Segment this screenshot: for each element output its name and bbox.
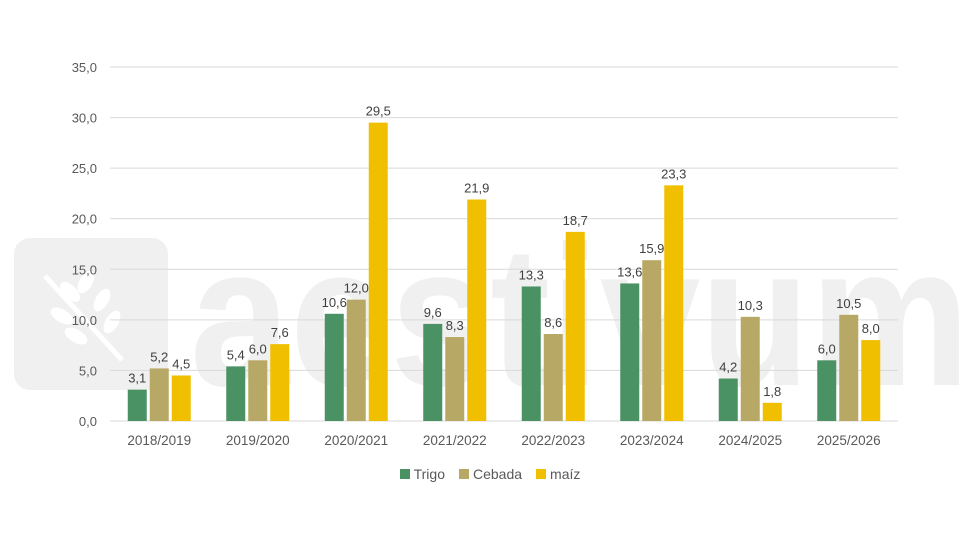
data-label: 7,6 <box>271 325 289 340</box>
y-tick-label: 15,0 <box>72 262 97 277</box>
bar-cebada <box>248 360 268 421</box>
bar-maíz <box>368 122 388 421</box>
y-tick-label: 30,0 <box>72 111 97 126</box>
legend-swatch-trigo <box>399 469 410 479</box>
y-tick-label: 10,0 <box>72 313 97 328</box>
data-label: 8,0 <box>862 321 880 336</box>
data-label: 29,5 <box>366 104 391 119</box>
bar-cebada <box>346 299 366 421</box>
legend-label: Trigo <box>413 466 445 482</box>
x-category-label: 2022/2023 <box>521 433 585 448</box>
x-category-label: 2021/2022 <box>423 433 487 448</box>
data-label: 5,4 <box>227 347 245 362</box>
x-category-label: 2024/2025 <box>718 433 782 448</box>
legend-item-trigo: Trigo <box>399 466 445 482</box>
data-label: 8,3 <box>446 318 464 333</box>
bar-cebada <box>740 316 760 421</box>
bar-cebada <box>149 368 169 421</box>
data-label: 15,9 <box>639 241 664 256</box>
bar-trigo <box>620 283 640 421</box>
legend-label: maíz <box>550 466 581 482</box>
data-label: 6,0 <box>818 341 836 356</box>
x-category-label: 2019/2020 <box>226 433 290 448</box>
y-tick-label: 5,0 <box>79 363 97 378</box>
data-label: 21,9 <box>464 180 489 195</box>
x-category-label: 2018/2019 <box>127 433 191 448</box>
x-category-label: 2025/2026 <box>817 433 881 448</box>
bar-cebada <box>839 314 859 421</box>
data-label: 4,2 <box>719 360 737 375</box>
data-label: 13,6 <box>617 264 642 279</box>
bar-trigo <box>718 378 738 421</box>
legend-label: Cebada <box>473 466 523 482</box>
data-label: 23,3 <box>661 166 686 181</box>
bar-maíz <box>664 185 684 421</box>
bar-maíz <box>467 199 487 421</box>
legend-swatch-cebada <box>459 469 469 479</box>
bar-trigo <box>423 323 443 421</box>
data-label: 10,5 <box>836 296 861 311</box>
data-label: 18,7 <box>563 213 588 228</box>
bar-trigo <box>226 366 246 421</box>
bar-cebada <box>642 260 662 421</box>
data-label: 10,3 <box>738 298 763 313</box>
x-category-label: 2023/2024 <box>620 433 684 448</box>
data-label: 5,2 <box>150 349 168 364</box>
data-label: 10,6 <box>322 295 347 310</box>
data-label: 8,6 <box>544 315 562 330</box>
bar-maíz <box>762 402 782 421</box>
bar-trigo <box>324 313 344 421</box>
y-tick-label: 35,0 <box>72 60 97 75</box>
legend-swatch-maiz <box>536 469 547 479</box>
bar-maíz <box>270 344 290 421</box>
data-label: 1,8 <box>763 384 781 399</box>
bar-trigo <box>817 360 837 421</box>
bar-trigo <box>127 389 147 421</box>
legend-item-cebada: Cebada <box>459 466 522 482</box>
bar-trigo <box>521 286 541 421</box>
chart-legend: Trigo Cebada maíz <box>0 466 980 482</box>
bar-maíz <box>171 375 191 421</box>
data-label: 6,0 <box>249 341 267 356</box>
data-label: 3,1 <box>128 371 146 386</box>
bar-cebada <box>445 337 465 421</box>
data-label: 12,0 <box>344 281 369 296</box>
y-tick-label: 25,0 <box>72 161 97 176</box>
y-tick-label: 0,0 <box>79 414 97 429</box>
bar-maíz <box>861 340 881 421</box>
bar-cebada <box>543 334 563 421</box>
x-category-label: 2020/2021 <box>324 433 388 448</box>
data-label: 13,3 <box>519 267 544 282</box>
data-label: 9,6 <box>424 305 442 320</box>
data-label: 4,5 <box>172 356 190 371</box>
bar-maíz <box>565 231 585 421</box>
legend-item-maiz: maíz <box>536 466 580 482</box>
y-tick-label: 20,0 <box>72 212 97 227</box>
